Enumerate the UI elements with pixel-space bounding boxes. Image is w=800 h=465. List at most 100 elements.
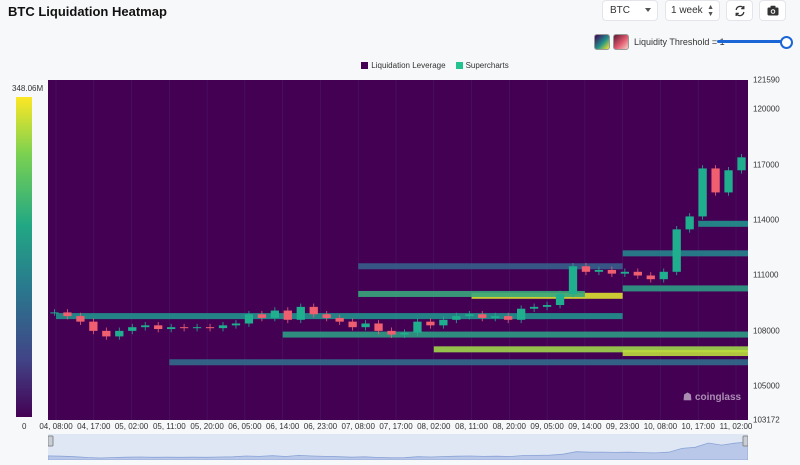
candle[interactable] bbox=[141, 325, 150, 328]
x-tick-label: 07, 17:00 bbox=[379, 422, 413, 431]
liquidity-band[interactable] bbox=[433, 346, 748, 353]
candle[interactable] bbox=[283, 310, 292, 320]
candle[interactable] bbox=[387, 330, 396, 335]
candle[interactable] bbox=[179, 327, 189, 329]
color-scale-bar bbox=[16, 97, 32, 417]
candle[interactable] bbox=[322, 314, 331, 318]
threshold-slider-handle[interactable] bbox=[780, 36, 793, 49]
y-tick-label: 114000 bbox=[753, 215, 780, 225]
liquidity-band[interactable] bbox=[698, 220, 748, 227]
candle[interactable] bbox=[167, 327, 176, 330]
legend-swatch bbox=[361, 62, 369, 69]
candle[interactable] bbox=[361, 323, 370, 328]
candle[interactable] bbox=[659, 271, 668, 280]
candle[interactable] bbox=[244, 314, 254, 324]
liquidity-band[interactable] bbox=[622, 350, 748, 357]
candle[interactable] bbox=[374, 323, 383, 331]
candle[interactable] bbox=[724, 170, 733, 193]
camera-button[interactable] bbox=[759, 0, 786, 21]
candle[interactable] bbox=[491, 316, 500, 318]
x-tick-label: 08, 20:00 bbox=[492, 422, 527, 431]
liquidity-band[interactable] bbox=[622, 250, 748, 257]
candle[interactable] bbox=[192, 327, 202, 329]
candle[interactable] bbox=[465, 314, 474, 317]
liquidation-heatmap[interactable] bbox=[48, 80, 748, 420]
candle[interactable] bbox=[711, 168, 720, 193]
y-tick-label: 111000 bbox=[753, 270, 779, 280]
coin-select-value: BTC bbox=[610, 5, 630, 16]
threshold-slider-track[interactable] bbox=[717, 40, 785, 43]
legend-item-liquidation-leverage[interactable]: Liquidation Leverage bbox=[361, 61, 446, 70]
y-tick-label: 105000 bbox=[753, 381, 780, 391]
range-select[interactable]: 1 week ▲ ▼ bbox=[665, 0, 720, 21]
candle[interactable] bbox=[76, 316, 85, 322]
candle[interactable] bbox=[400, 332, 409, 335]
legend-label: Supercharts bbox=[465, 61, 509, 70]
threshold-label: Liquidity Threshold = 1 bbox=[634, 37, 725, 47]
refresh-button[interactable] bbox=[726, 0, 753, 21]
candle[interactable] bbox=[231, 323, 241, 326]
camera-icon bbox=[767, 5, 778, 16]
candle[interactable] bbox=[517, 308, 526, 320]
candle[interactable] bbox=[633, 271, 642, 276]
liquidity-band[interactable] bbox=[358, 263, 623, 270]
coin-select[interactable]: BTC bbox=[602, 0, 658, 21]
candle[interactable] bbox=[115, 330, 124, 337]
x-tick-label: 10, 17:00 bbox=[681, 422, 715, 431]
candle[interactable] bbox=[270, 310, 279, 318]
candle[interactable] bbox=[413, 321, 422, 333]
x-tick-label: 06, 23:00 bbox=[303, 422, 338, 431]
candle[interactable] bbox=[504, 316, 513, 320]
candle[interactable] bbox=[542, 305, 552, 307]
candle[interactable] bbox=[257, 314, 267, 318]
liquidity-band[interactable] bbox=[622, 285, 748, 292]
candle[interactable] bbox=[568, 266, 578, 294]
candle[interactable] bbox=[50, 312, 59, 314]
candle[interactable] bbox=[205, 327, 215, 329]
candle[interactable] bbox=[218, 325, 228, 329]
candle[interactable] bbox=[672, 229, 681, 272]
candle[interactable] bbox=[63, 312, 72, 317]
candle[interactable] bbox=[737, 157, 746, 171]
refresh-icon bbox=[735, 5, 744, 16]
candle[interactable] bbox=[296, 306, 305, 320]
x-tick-label: 09, 05:00 bbox=[530, 422, 564, 431]
x-tick-label: 04, 17:00 bbox=[77, 422, 111, 431]
candle[interactable] bbox=[620, 271, 629, 274]
candle[interactable] bbox=[128, 327, 137, 331]
candle[interactable] bbox=[607, 269, 617, 274]
candle[interactable] bbox=[154, 325, 163, 330]
candle[interactable] bbox=[646, 275, 655, 280]
candle[interactable] bbox=[335, 317, 344, 322]
candle[interactable] bbox=[478, 314, 487, 318]
legend-item-supercharts[interactable]: Supercharts bbox=[455, 61, 509, 70]
candle[interactable] bbox=[581, 266, 591, 272]
candle[interactable] bbox=[89, 321, 98, 331]
candle[interactable] bbox=[348, 321, 357, 328]
x-tick-label: 10, 08:00 bbox=[643, 422, 678, 431]
candle[interactable] bbox=[102, 330, 111, 337]
chevron-down-icon bbox=[645, 8, 651, 12]
candle[interactable] bbox=[426, 321, 435, 326]
liquidity-band[interactable] bbox=[358, 290, 585, 297]
color-scale-min-label: 0 bbox=[22, 422, 27, 431]
y-tick-label: 117000 bbox=[753, 160, 780, 170]
y-tick-label: 121590 bbox=[753, 75, 780, 85]
time-navigator[interactable] bbox=[48, 434, 748, 460]
candle[interactable] bbox=[685, 216, 694, 230]
candle[interactable] bbox=[529, 306, 539, 309]
liquidity-band[interactable] bbox=[169, 359, 748, 366]
candle[interactable] bbox=[309, 306, 318, 315]
navigator-left-handle bbox=[48, 435, 54, 447]
x-tick-label: 04, 08:00 bbox=[39, 422, 73, 431]
liquidity-band[interactable] bbox=[282, 331, 748, 338]
candle[interactable] bbox=[698, 168, 707, 217]
navigator-area bbox=[48, 441, 748, 460]
chart-legend: Liquidation Leverage Supercharts bbox=[0, 61, 800, 70]
candle[interactable] bbox=[555, 293, 565, 306]
candle[interactable] bbox=[594, 269, 604, 272]
reds-palette-button[interactable] bbox=[613, 34, 629, 50]
viridis-palette-button[interactable] bbox=[594, 34, 610, 50]
candle[interactable] bbox=[452, 316, 461, 320]
candle[interactable] bbox=[439, 319, 448, 326]
